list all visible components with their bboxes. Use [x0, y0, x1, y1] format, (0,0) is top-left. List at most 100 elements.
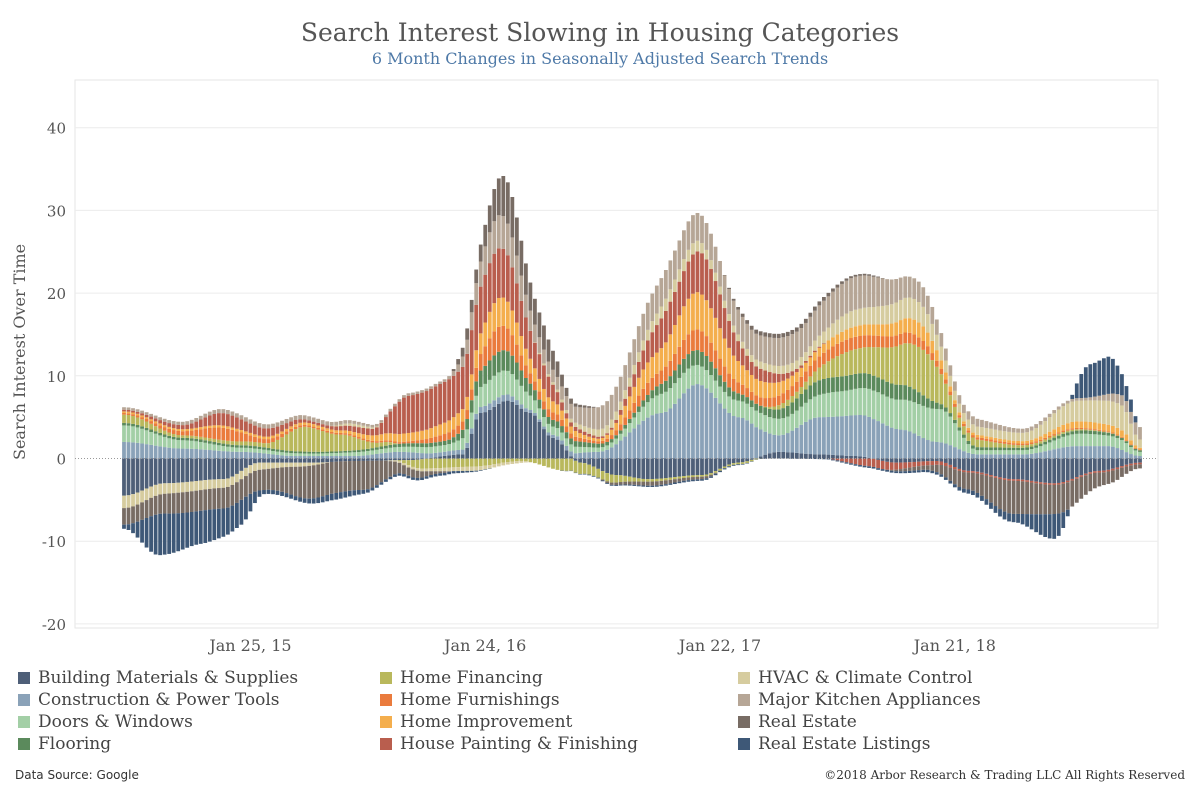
- bar-segment: [853, 415, 858, 457]
- bar-segment: [180, 512, 185, 550]
- bar-segment: [478, 413, 483, 459]
- bar-segment: [844, 313, 849, 330]
- bar-segment: [867, 347, 871, 374]
- bar-segment: [943, 462, 948, 467]
- bar-segment: [275, 454, 280, 459]
- bars-group: [122, 176, 1142, 556]
- bar-segment: [668, 388, 673, 409]
- bar-segment: [754, 410, 759, 428]
- legend-item[interactable]: House Painting & Finishing: [380, 733, 638, 755]
- bar-segment: [122, 413, 126, 415]
- bar-segment: [799, 365, 804, 368]
- bar-segment: [514, 362, 519, 380]
- bar-segment: [176, 492, 181, 514]
- bar-segment: [135, 458, 140, 493]
- bar-segment: [948, 458, 953, 465]
- bar-segment: [772, 333, 777, 338]
- bar-segment: [632, 484, 637, 486]
- bar-segment: [212, 509, 217, 541]
- bar-segment: [122, 422, 126, 426]
- bar-segment: [844, 415, 849, 456]
- bar-segment: [194, 427, 199, 430]
- bar-segment: [487, 360, 492, 380]
- bar-segment: [740, 401, 745, 418]
- bar-segment: [135, 417, 140, 425]
- bar-segment: [673, 291, 677, 325]
- bar-segment: [980, 450, 984, 455]
- bar-segment: [686, 221, 691, 250]
- bar-segment: [248, 445, 253, 449]
- bar-segment: [338, 458, 343, 462]
- bar-segment: [406, 441, 411, 444]
- legend-item[interactable]: HVAC & Climate Control: [738, 667, 972, 689]
- bar-segment: [618, 482, 623, 485]
- bar-segment: [858, 325, 862, 336]
- bar-segment: [889, 469, 894, 471]
- bar-segment: [758, 456, 763, 459]
- bar-segment: [189, 435, 194, 439]
- bar-segment: [1092, 422, 1097, 430]
- bar-segment: [627, 396, 632, 411]
- bar-segment: [844, 280, 849, 314]
- bar-segment: [438, 452, 442, 457]
- bar-segment: [722, 308, 727, 339]
- bar-segment: [1079, 430, 1084, 434]
- bar-segment: [700, 351, 704, 367]
- bar-segment: [135, 424, 140, 428]
- bar-segment: [239, 479, 244, 500]
- bar-segment: [704, 300, 709, 337]
- legend-item[interactable]: Home Improvement: [380, 711, 572, 733]
- bar-segment: [302, 498, 307, 503]
- bar-segment: [564, 413, 569, 419]
- bar-segment: [1052, 434, 1057, 436]
- bar-segment: [569, 438, 573, 445]
- legend-item[interactable]: Home Financing: [380, 667, 543, 689]
- bar-segment: [501, 462, 506, 466]
- bar-segment: [465, 442, 470, 448]
- legend-item[interactable]: Doors & Windows: [18, 711, 193, 733]
- bar-segment: [709, 473, 713, 475]
- bar-segment: [519, 404, 524, 409]
- bar-segment: [433, 426, 438, 437]
- bar-segment: [939, 461, 944, 466]
- legend-item[interactable]: Flooring: [18, 733, 111, 755]
- bar-segment: [1083, 421, 1088, 429]
- bar-segment: [636, 478, 641, 482]
- legend-item[interactable]: Home Furnishings: [380, 689, 560, 711]
- legend-item[interactable]: Real Estate: [738, 711, 857, 733]
- legend-item[interactable]: Major Kitchen Appliances: [738, 689, 981, 711]
- bar-segment: [207, 450, 212, 459]
- legend-item[interactable]: Building Materials & Supplies: [18, 667, 298, 689]
- bar-segment: [510, 310, 515, 336]
- bar-segment: [411, 432, 415, 441]
- bar-segment: [709, 476, 713, 478]
- bar-segment: [948, 365, 953, 376]
- bar-segment: [1034, 424, 1039, 428]
- bar-segment: [1079, 476, 1084, 499]
- bar-segment: [483, 224, 488, 247]
- bar-segment: [397, 399, 402, 402]
- bar-segment: [695, 475, 700, 477]
- bar-segment: [1020, 514, 1025, 525]
- bar-segment: [907, 276, 912, 298]
- bar-segment: [776, 395, 781, 406]
- bar-segment: [1133, 416, 1138, 423]
- bar-segment: [424, 476, 429, 479]
- bar-segment: [709, 361, 713, 376]
- bar-segment: [957, 415, 962, 418]
- bar-segment: [627, 458, 632, 477]
- bar-segment: [176, 424, 181, 429]
- legend-swatch: [18, 672, 30, 684]
- bar-segment: [496, 178, 501, 216]
- bar-segment: [781, 408, 786, 419]
- bar-segment: [122, 524, 126, 529]
- legend-item[interactable]: Construction & Power Tools: [18, 689, 280, 711]
- bar-segment: [731, 458, 736, 464]
- bar-segment: [230, 451, 235, 459]
- bar-segment: [167, 426, 172, 429]
- bar-segment: [799, 424, 804, 454]
- legend-item[interactable]: Real Estate Listings: [738, 733, 931, 755]
- bar-segment: [903, 462, 908, 469]
- bar-segment: [343, 420, 348, 424]
- bar-segment: [397, 401, 402, 435]
